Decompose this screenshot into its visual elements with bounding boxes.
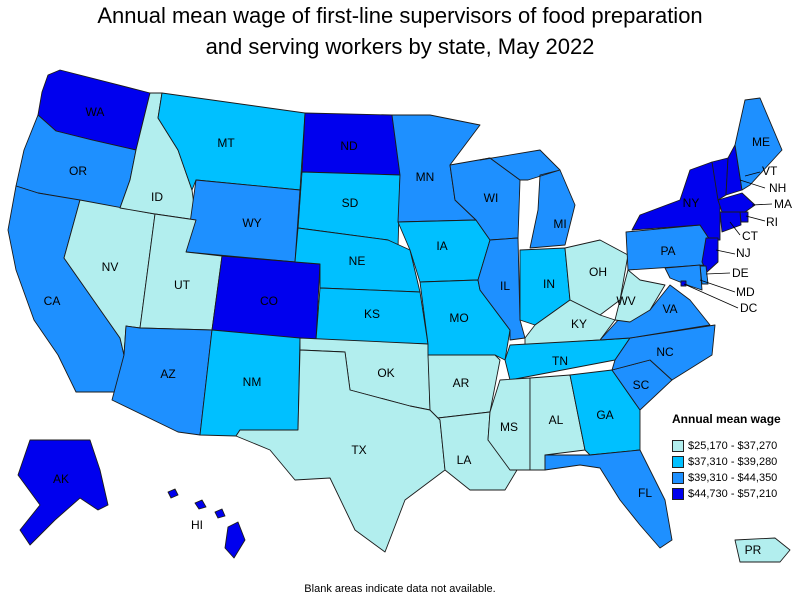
label-id: ID (151, 190, 163, 204)
legend-item-4: $44,730 - $57,210 (672, 486, 800, 502)
label-ar: AR (453, 376, 470, 390)
label-nd: ND (340, 139, 358, 153)
label-va: VA (662, 302, 677, 316)
label-mi: MI (553, 217, 566, 231)
legend-item-1: $25,170 - $37,270 (672, 438, 800, 454)
label-wa: WA (86, 105, 105, 119)
legend-swatch-4 (672, 488, 684, 500)
label-sc: SC (633, 378, 650, 392)
label-wy: WY (242, 216, 261, 230)
state-md[interactable] (664, 264, 703, 291)
label-ct: CT (742, 229, 759, 243)
label-al: AL (549, 413, 564, 427)
state-dc[interactable] (680, 280, 687, 287)
label-la: LA (457, 453, 472, 467)
legend-swatch-3 (672, 472, 684, 484)
legend-title: Annual mean wage (672, 412, 781, 426)
state-fl[interactable] (544, 449, 673, 549)
label-ma: MA (774, 197, 792, 211)
label-ri: RI (766, 215, 778, 229)
label-fl: FL (638, 486, 652, 500)
legend-swatch-2 (672, 456, 684, 468)
legend-item-3: $39,310 - $44,350 (672, 470, 800, 486)
label-de: DE (732, 266, 749, 280)
label-az: AZ (160, 367, 175, 381)
label-vt: VT (762, 164, 778, 178)
label-ia: IA (436, 239, 447, 253)
state-hi[interactable] (167, 488, 246, 559)
label-dc: DC (740, 301, 758, 315)
state-nj[interactable] (701, 237, 719, 273)
title-line-1: Annual mean wage of first-line superviso… (97, 3, 703, 28)
label-ks: KS (364, 307, 380, 321)
state-me[interactable] (734, 97, 783, 191)
legend: Annual mean wage $25,170 - $37,270 $37,3… (672, 412, 800, 502)
state-ny[interactable] (631, 161, 721, 241)
label-il: IL (500, 279, 510, 293)
legend-label-1: $25,170 - $37,270 (688, 440, 778, 452)
map-title: Annual mean wage of first-line superviso… (0, 0, 800, 62)
state-ri[interactable] (739, 211, 749, 223)
label-nc: NC (656, 345, 674, 359)
label-pr: PR (745, 543, 762, 557)
label-ms: MS (500, 420, 518, 434)
label-or: OR (69, 164, 87, 178)
title-line-2: and serving workers by state, May 2022 (205, 34, 595, 59)
legend-label-2: $37,310 - $39,280 (688, 456, 778, 468)
legend-label-3: $39,310 - $44,350 (688, 472, 778, 484)
state-mi[interactable] (479, 149, 576, 249)
label-oh: OH (589, 265, 607, 279)
label-hi: HI (191, 518, 203, 532)
state-il[interactable] (477, 237, 526, 341)
label-wv: WV (616, 294, 635, 308)
label-wi: WI (484, 191, 499, 205)
legend-item-2: $37,310 - $39,280 (672, 454, 800, 470)
label-ut: UT (174, 278, 191, 292)
label-ky: KY (571, 317, 587, 331)
label-ny: NY (683, 196, 700, 210)
state-wv[interactable] (614, 269, 666, 323)
label-nv: NV (102, 260, 119, 274)
label-nm: NM (243, 375, 262, 389)
label-mn: MN (416, 170, 435, 184)
state-pr[interactable] (734, 537, 791, 563)
legend-swatch-1 (672, 440, 684, 452)
label-in: IN (543, 277, 555, 291)
label-nh: NH (769, 181, 786, 195)
label-nj: NJ (736, 246, 751, 260)
label-leader-lines (683, 171, 773, 309)
label-tx: TX (351, 443, 366, 457)
footnote: Blank areas indicate data not available. (304, 583, 496, 595)
label-co: CO (260, 294, 278, 308)
state-ak[interactable] (17, 439, 109, 546)
label-me: ME (752, 135, 770, 149)
label-sd: SD (342, 196, 359, 210)
label-ne: NE (349, 254, 366, 268)
label-ak: AK (53, 472, 69, 486)
label-mo: MO (449, 311, 468, 325)
label-mt: MT (217, 136, 235, 150)
legend-label-4: $44,730 - $57,210 (688, 488, 778, 500)
label-ga: GA (596, 408, 613, 422)
label-pa: PA (660, 244, 675, 258)
label-ok: OK (377, 366, 394, 380)
label-tn: TN (552, 354, 568, 368)
label-md: MD (736, 285, 755, 299)
label-ca: CA (44, 294, 61, 308)
state-ma[interactable] (717, 192, 756, 213)
state-tx[interactable] (235, 349, 446, 553)
